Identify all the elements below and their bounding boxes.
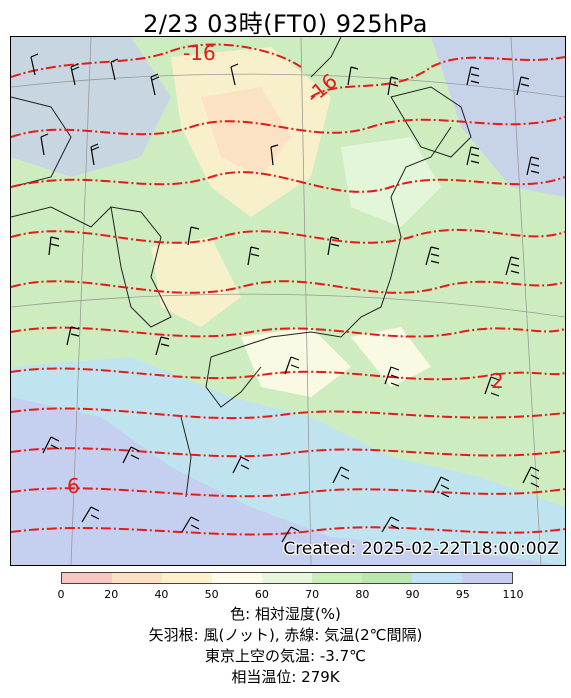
humidity-dry-east-japan: [351, 327, 431, 387]
humidity-dry-korea: [151, 237, 241, 327]
humidity-colorbar: [61, 572, 513, 584]
created-timestamp: Created: 2025-02-22T18:00:00Z: [283, 539, 559, 559]
legend-equiv-potential-temp: 相当温位: 279K: [231, 668, 340, 686]
colorbar-segment: [112, 573, 162, 583]
colorbar-segment: [412, 573, 462, 583]
colorbar-tick-label: 80: [355, 588, 370, 601]
humidity-dry-west-japan: [241, 327, 351, 397]
humidity-light-green: [341, 137, 441, 227]
colorbar-segment: [212, 573, 262, 583]
colorbar-tick-label: 70: [305, 588, 320, 601]
colorbar-tick-label: 60: [254, 588, 269, 601]
colorbar-tick-label: 95: [455, 588, 470, 601]
contour-label-1: -16: [183, 41, 216, 65]
map-canvas: -16 -16 2 6: [11, 37, 565, 565]
weather-map: -16 -16 2 6 Created: 2025-02-22T18:00:00…: [10, 36, 566, 566]
colorbar-segment: [162, 573, 212, 583]
legend-tokyo-temp: 東京上空の気温: -3.7℃: [205, 647, 366, 665]
humidity-very-dry: [201, 87, 291, 177]
colorbar-tick-label: 0: [57, 588, 65, 601]
humidity-band-purple: [11, 397, 565, 565]
colorbar-segment: [312, 573, 362, 583]
legend-wind-temp: 矢羽根: 風(ノット), 赤線: 気温(2℃間隔): [148, 626, 423, 644]
coastlines: [11, 37, 472, 498]
colorbar-segment: [262, 573, 312, 583]
colorbar-segment: [462, 573, 512, 583]
temperature-contours: [11, 43, 565, 536]
colorbar-tick-label: 90: [405, 588, 420, 601]
colorbar-tick-label: 50: [204, 588, 219, 601]
humidity-nw-purple: [11, 37, 171, 177]
colorbar-tick-label: 20: [104, 588, 119, 601]
colorbar-tick-label: 110: [502, 588, 524, 601]
colorbar-tick-label: 40: [154, 588, 169, 601]
map-title: 2/23 03時(FT0) 925hPa: [143, 10, 428, 38]
colorbar-segment: [362, 573, 412, 583]
legend-humidity: 色: 相対湿度(%): [230, 605, 341, 623]
contour-label-3: 2: [491, 369, 504, 393]
wind-barbs: [30, 53, 540, 543]
contour-label-4: 6: [67, 474, 80, 498]
colorbar-ticks: 0 20 40 50 60 70 80 90 95 110: [57, 588, 524, 602]
colorbar-segment: [62, 573, 112, 583]
